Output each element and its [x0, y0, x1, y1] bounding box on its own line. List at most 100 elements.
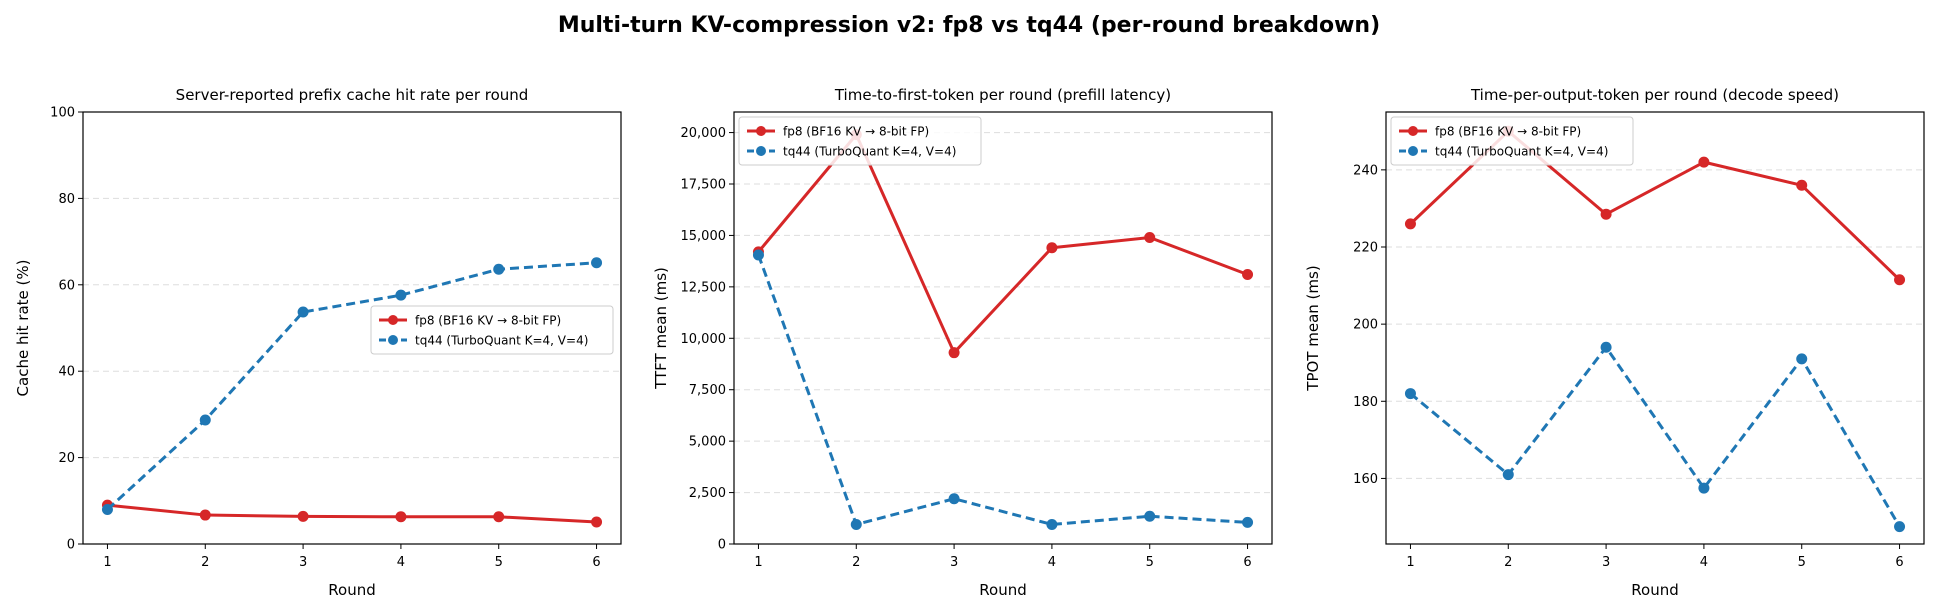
legend-marker-fp8: [1408, 126, 1418, 136]
x-tick-label: 4: [1700, 555, 1708, 570]
y-tick-label: 15,000: [681, 229, 727, 244]
y-tick-label: 160: [1353, 472, 1378, 487]
chart-panel-1: 0 20 40 60 80 100 1 2 3 4 5 6 Server-reported prefix…: [14, 86, 622, 599]
plot-frame: [1385, 111, 1925, 545]
y-axis-label: TPOT mean (ms): [1304, 265, 1322, 391]
data-point-tq44: [199, 414, 211, 426]
y-tick-label: 7,500: [689, 383, 726, 398]
data-point-fp8: [1600, 208, 1612, 220]
legend-box: [738, 116, 982, 166]
y-tick-label: 60: [58, 278, 75, 293]
data-point-fp8: [395, 511, 407, 523]
data-point-tq44: [1796, 353, 1808, 365]
legend-label-tq44: tq44 (TurboQuant K=4, V=4): [1435, 145, 1608, 159]
x-tick-label: 6: [592, 555, 600, 570]
y-tick-label: 10,000: [681, 332, 727, 347]
legend-box: [1390, 116, 1634, 166]
y-tick-label: 12,500: [681, 280, 727, 295]
x-tick-label: 1: [754, 555, 762, 570]
x-tick-label: 5: [1146, 555, 1154, 570]
data-point-tq44: [948, 493, 960, 505]
data-point-tq44: [297, 306, 309, 318]
x-tick-label: 6: [1243, 555, 1251, 570]
data-point-tq44: [1600, 341, 1612, 353]
y-tick-label: 40: [58, 365, 75, 380]
x-tick-label: 6: [1895, 555, 1903, 570]
x-tick-label: 2: [201, 555, 209, 570]
data-point-fp8: [1144, 231, 1156, 243]
x-axis-label: Round: [979, 581, 1026, 599]
data-point-tq44: [1144, 510, 1156, 522]
data-point-tq44: [1502, 469, 1514, 481]
y-tick-label: 2,500: [689, 486, 726, 501]
data-point-fp8: [199, 509, 211, 521]
x-tick-label: 3: [299, 555, 307, 570]
legend-label-tq44: tq44 (TurboQuant K=4, V=4): [415, 334, 588, 348]
data-point-tq44: [1698, 482, 1710, 494]
x-tick-label: 2: [852, 555, 860, 570]
legend: fp8 (BF16 KV → 8-bit FP) tq44 (TurboQuant…: [370, 305, 614, 355]
data-point-tq44: [1894, 521, 1906, 533]
plot-frame: [82, 111, 622, 545]
data-point-tq44: [591, 257, 603, 269]
y-tick-label: 200: [1353, 318, 1378, 333]
x-tick-label: 5: [1798, 555, 1806, 570]
legend-marker-fp8: [388, 315, 398, 325]
y-tick-label: 240: [1353, 163, 1378, 178]
data-point-tq44: [752, 249, 764, 261]
y-tick-label: 5,000: [689, 435, 726, 450]
panel-title: Server-reported prefix cache hit rate pe…: [176, 86, 529, 104]
data-point-tq44: [1046, 518, 1058, 530]
y-tick-label: 80: [58, 192, 75, 207]
x-tick-label: 4: [1048, 555, 1056, 570]
x-tick-label: 1: [103, 555, 111, 570]
panel-title: Time-per-output-token per round (decode …: [1470, 86, 1839, 104]
data-point-fp8: [948, 347, 960, 359]
legend: fp8 (BF16 KV → 8-bit FP) tq44 (TurboQuant…: [1390, 116, 1634, 166]
series-line-tq44: [757, 254, 1248, 526]
legend-marker-tq44: [388, 335, 398, 345]
y-tick-label: 0: [718, 538, 726, 553]
data-point-fp8: [1698, 156, 1710, 168]
series-line-tq44: [106, 261, 597, 511]
legend-marker-fp8: [756, 126, 766, 136]
x-tick-label: 5: [495, 555, 503, 570]
data-point-fp8: [297, 510, 309, 522]
data-point-tq44: [1404, 388, 1416, 400]
y-axis-label: TTFT mean (ms): [652, 267, 670, 390]
series-line-fp8: [757, 133, 1249, 355]
y-tick-label: 20,000: [681, 126, 727, 141]
data-point-tq44: [493, 263, 505, 275]
panel-title: Time-to-first-token per round (prefill l…: [834, 86, 1171, 104]
y-tick-label: 0: [67, 538, 75, 553]
legend-label-fp8: fp8 (BF16 KV → 8-bit FP): [783, 125, 929, 139]
data-point-fp8: [1242, 269, 1254, 281]
y-tick-label: 220: [1353, 241, 1378, 256]
data-point-fp8: [1046, 242, 1058, 254]
legend-marker-tq44: [1408, 146, 1418, 156]
chart-panel-3: 160 180 200 220 240 1 2 3 4 5 6 Time-per-output-tok…: [1304, 86, 1925, 599]
legend-label-tq44: tq44 (TurboQuant K=4, V=4): [783, 145, 956, 159]
data-point-fp8: [591, 516, 603, 528]
x-tick-label: 2: [1504, 555, 1512, 570]
legend-label-fp8: fp8 (BF16 KV → 8-bit FP): [1435, 125, 1581, 139]
legend-box: [370, 305, 614, 355]
y-tick-label: 100: [50, 106, 75, 121]
data-point-fp8: [1894, 274, 1906, 286]
legend: fp8 (BF16 KV → 8-bit FP) tq44 (TurboQuant…: [738, 116, 982, 166]
chart-panel-2: 0 2,500 5,000 7,500 10,000 12,500 15,000 17,500…: [652, 86, 1273, 599]
data-point-fp8: [493, 511, 505, 523]
data-point-tq44: [395, 289, 407, 301]
data-point-tq44: [101, 503, 113, 515]
x-tick-label: 3: [950, 555, 958, 570]
y-axis-label: Cache hit rate (%): [14, 260, 32, 397]
data-point-tq44: [1242, 516, 1254, 528]
legend-label-fp8: fp8 (BF16 KV → 8-bit FP): [415, 314, 561, 328]
x-axis-label: Round: [328, 581, 375, 599]
y-tick-label: 180: [1353, 395, 1378, 410]
figure-title: Multi-turn KV-compression v2: fp8 vs tq4…: [558, 13, 1380, 38]
x-tick-label: 3: [1602, 555, 1610, 570]
series-line-fp8: [107, 503, 597, 524]
